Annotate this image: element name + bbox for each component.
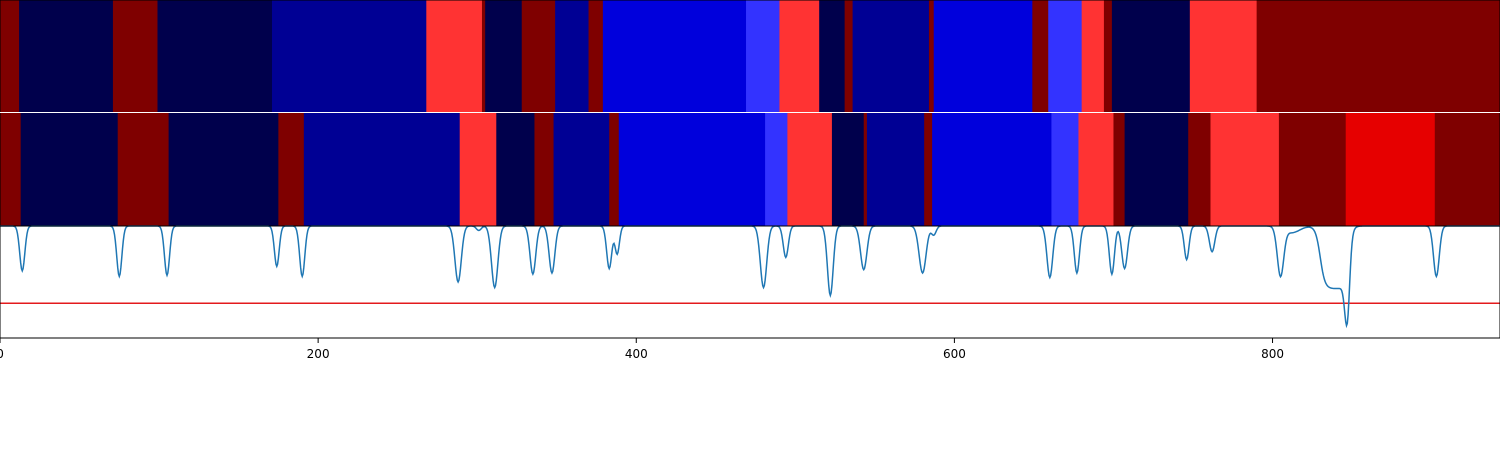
heatmap-segment [1124,112,1189,226]
heatmap-segment [303,112,461,226]
heatmap-segment [1256,0,1500,113]
heatmap-segment [928,0,935,113]
heatmap-segment [618,112,766,226]
heatmap-segment [1032,0,1049,113]
heatmap-segment [1189,0,1258,113]
heatmap-segment [787,112,833,226]
heatmap-segment [521,0,556,113]
heatmap-segment [481,0,486,113]
heatmap-bottom [0,112,1500,226]
heatmap-segment [932,112,1053,226]
heatmap-segment [819,0,846,113]
heatmap-segment [117,112,170,226]
heatmap-segment [852,0,930,113]
heatmap-segment [1345,112,1436,226]
x-axis: 0 200 400 600 800 [0,337,1500,361]
x-tick-label: 0 [0,347,4,361]
heatmap-segment [553,112,610,226]
heatmap-segment [1188,112,1212,226]
line-panel-background [0,226,1500,338]
heatmap-segment [496,112,536,226]
heatmap-segment [831,112,865,226]
heatmap-segment [924,112,933,226]
heatmap-segment [1103,0,1113,113]
heatmap-segment [459,112,497,226]
heatmap-segment [555,0,590,113]
line-panel [0,225,1500,339]
x-tick-label: 800 [1261,347,1284,361]
heatmap-segment [588,0,604,113]
heatmap-segment [0,0,20,113]
heatmap-segment [844,0,854,113]
heatmap-segment [1434,112,1500,226]
heatmap-segment [1051,112,1080,226]
heatmap-segment [0,112,22,226]
heatmap-segment [779,0,820,113]
heatmap-segment [863,112,868,226]
heatmap-segment [157,0,273,113]
heatmap-segment [1111,0,1191,113]
heatmap-segment [272,0,427,113]
heatmap-segment [278,112,305,226]
heatmap-segment [1048,0,1083,113]
x-tick-label: 600 [943,347,966,361]
heatmap-segment [426,0,483,113]
heatmap-segment [765,112,788,226]
heatmap-segment [168,112,279,226]
heatmap-top [0,0,1500,113]
heatmap-segment [602,0,747,113]
heatmap-segment [112,0,159,113]
heatmap-segment [866,112,925,226]
heatmap-segment [746,0,781,113]
heatmap-segment [1210,112,1280,226]
heatmap-segment [1113,112,1126,226]
heatmap-segment [20,112,119,226]
heatmap-segment [1278,112,1347,226]
heatmap-segment [1078,112,1115,226]
heatmap-segment [609,112,620,226]
x-tick-label: 200 [307,347,330,361]
heatmap-segment [534,112,555,226]
heatmap-segment [933,0,1033,113]
heatmap-segment [19,0,114,113]
heatmap-segment [485,0,523,113]
x-tick-label: 400 [625,347,648,361]
heatmap-segment [1081,0,1105,113]
